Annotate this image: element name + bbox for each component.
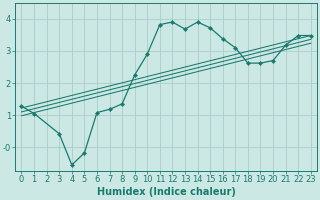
X-axis label: Humidex (Indice chaleur): Humidex (Indice chaleur) [97, 187, 236, 197]
